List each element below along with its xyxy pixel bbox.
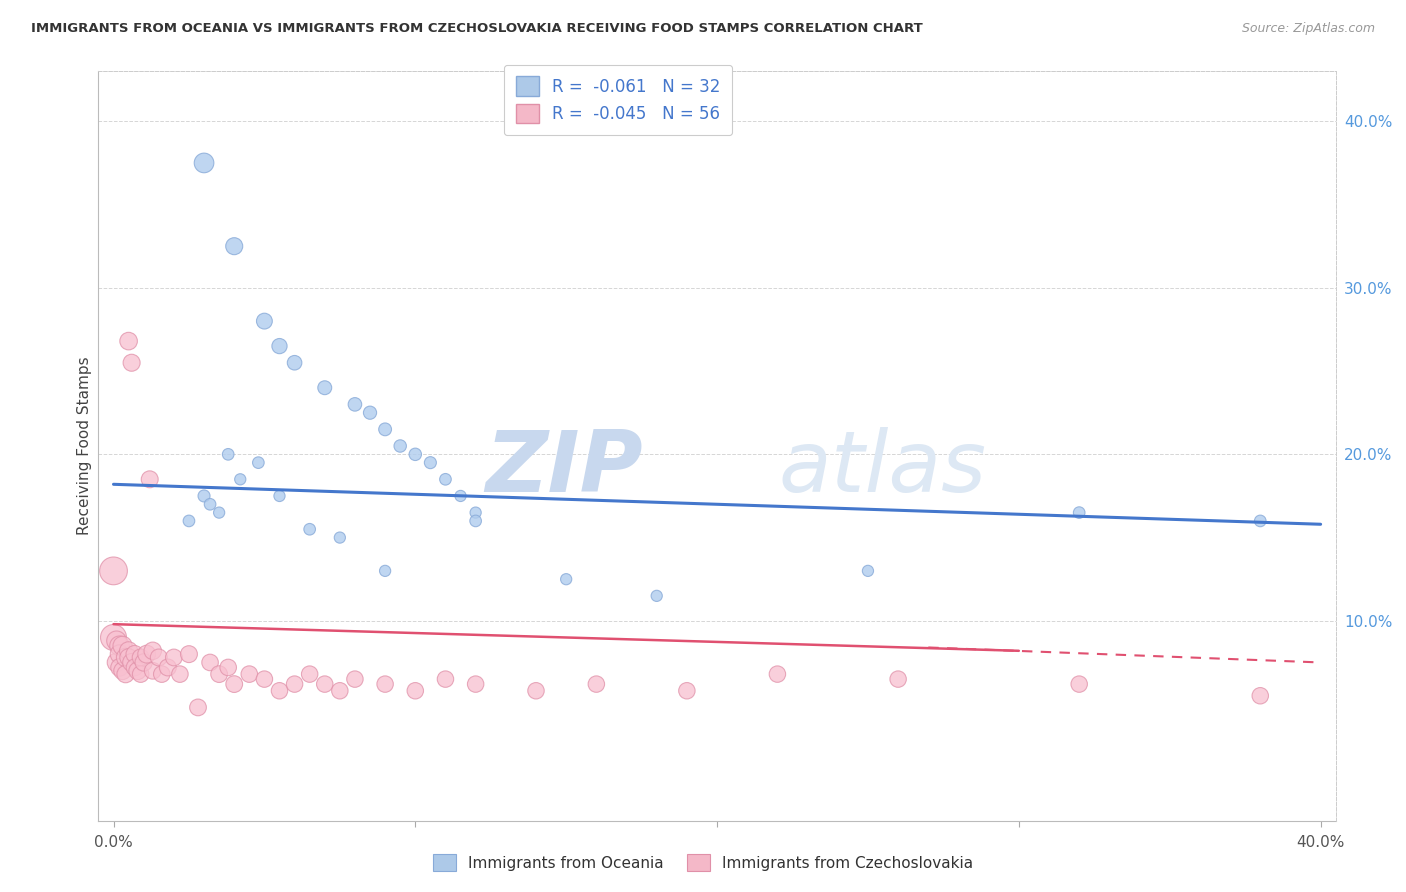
- Point: [138, 472, 160, 486]
- Point: [269, 683, 291, 698]
- Point: [121, 356, 143, 370]
- Y-axis label: Receiving Food Stamps: Receiving Food Stamps: [77, 357, 91, 535]
- Point: [374, 564, 396, 578]
- Point: [111, 664, 134, 678]
- Point: [374, 677, 396, 691]
- Point: [253, 314, 276, 328]
- Point: [419, 456, 441, 470]
- Point: [269, 489, 291, 503]
- Point: [585, 677, 607, 691]
- Point: [343, 397, 366, 411]
- Point: [105, 656, 128, 670]
- Point: [117, 334, 139, 348]
- Point: [108, 639, 131, 653]
- Point: [269, 339, 291, 353]
- Point: [208, 667, 231, 681]
- Point: [217, 447, 239, 461]
- Point: [284, 677, 307, 691]
- Point: [142, 664, 165, 678]
- Point: [127, 664, 149, 678]
- Point: [887, 672, 910, 686]
- Point: [156, 660, 179, 674]
- Point: [434, 672, 457, 686]
- Point: [247, 456, 270, 470]
- Point: [193, 156, 215, 170]
- Point: [163, 650, 186, 665]
- Point: [1069, 506, 1091, 520]
- Text: Source: ZipAtlas.com: Source: ZipAtlas.com: [1241, 22, 1375, 36]
- Point: [217, 660, 239, 674]
- Point: [856, 564, 879, 578]
- Point: [224, 677, 246, 691]
- Point: [374, 422, 396, 436]
- Point: [117, 644, 139, 658]
- Point: [329, 531, 352, 545]
- Point: [253, 672, 276, 686]
- Point: [124, 647, 146, 661]
- Point: [187, 700, 209, 714]
- Point: [129, 667, 152, 681]
- Text: atlas: atlas: [779, 427, 987, 510]
- Point: [208, 506, 231, 520]
- Point: [404, 447, 426, 461]
- Legend: Immigrants from Oceania, Immigrants from Czechoslovakia: Immigrants from Oceania, Immigrants from…: [427, 848, 979, 877]
- Point: [198, 497, 221, 511]
- Point: [224, 239, 246, 253]
- Point: [464, 677, 486, 691]
- Point: [114, 650, 136, 665]
- Point: [124, 660, 146, 674]
- Point: [108, 647, 131, 661]
- Point: [103, 564, 125, 578]
- Point: [284, 356, 307, 370]
- Point: [645, 589, 668, 603]
- Point: [298, 522, 321, 536]
- Point: [434, 472, 457, 486]
- Point: [464, 514, 486, 528]
- Point: [314, 381, 336, 395]
- Point: [132, 656, 155, 670]
- Point: [142, 644, 165, 658]
- Point: [329, 683, 352, 698]
- Point: [169, 667, 191, 681]
- Point: [105, 633, 128, 648]
- Point: [1069, 677, 1091, 691]
- Point: [359, 406, 381, 420]
- Point: [314, 677, 336, 691]
- Point: [111, 639, 134, 653]
- Text: ZIP: ZIP: [485, 427, 643, 510]
- Point: [229, 472, 252, 486]
- Text: IMMIGRANTS FROM OCEANIA VS IMMIGRANTS FROM CZECHOSLOVAKIA RECEIVING FOOD STAMPS : IMMIGRANTS FROM OCEANIA VS IMMIGRANTS FR…: [31, 22, 922, 36]
- Point: [198, 656, 221, 670]
- Point: [177, 647, 200, 661]
- Point: [389, 439, 412, 453]
- Point: [135, 647, 157, 661]
- Point: [450, 489, 472, 503]
- Point: [177, 514, 200, 528]
- Point: [676, 683, 699, 698]
- Point: [108, 660, 131, 674]
- Point: [766, 667, 789, 681]
- Point: [1249, 689, 1271, 703]
- Point: [114, 667, 136, 681]
- Point: [464, 506, 486, 520]
- Legend: R =  -0.061   N = 32, R =  -0.045   N = 56: R = -0.061 N = 32, R = -0.045 N = 56: [503, 65, 733, 135]
- Point: [555, 572, 578, 586]
- Point: [129, 650, 152, 665]
- Point: [103, 631, 125, 645]
- Point: [121, 656, 143, 670]
- Point: [150, 667, 173, 681]
- Point: [298, 667, 321, 681]
- Point: [343, 672, 366, 686]
- Point: [148, 650, 170, 665]
- Point: [524, 683, 547, 698]
- Point: [193, 489, 215, 503]
- Point: [238, 667, 260, 681]
- Point: [1249, 514, 1271, 528]
- Point: [117, 650, 139, 665]
- Point: [404, 683, 426, 698]
